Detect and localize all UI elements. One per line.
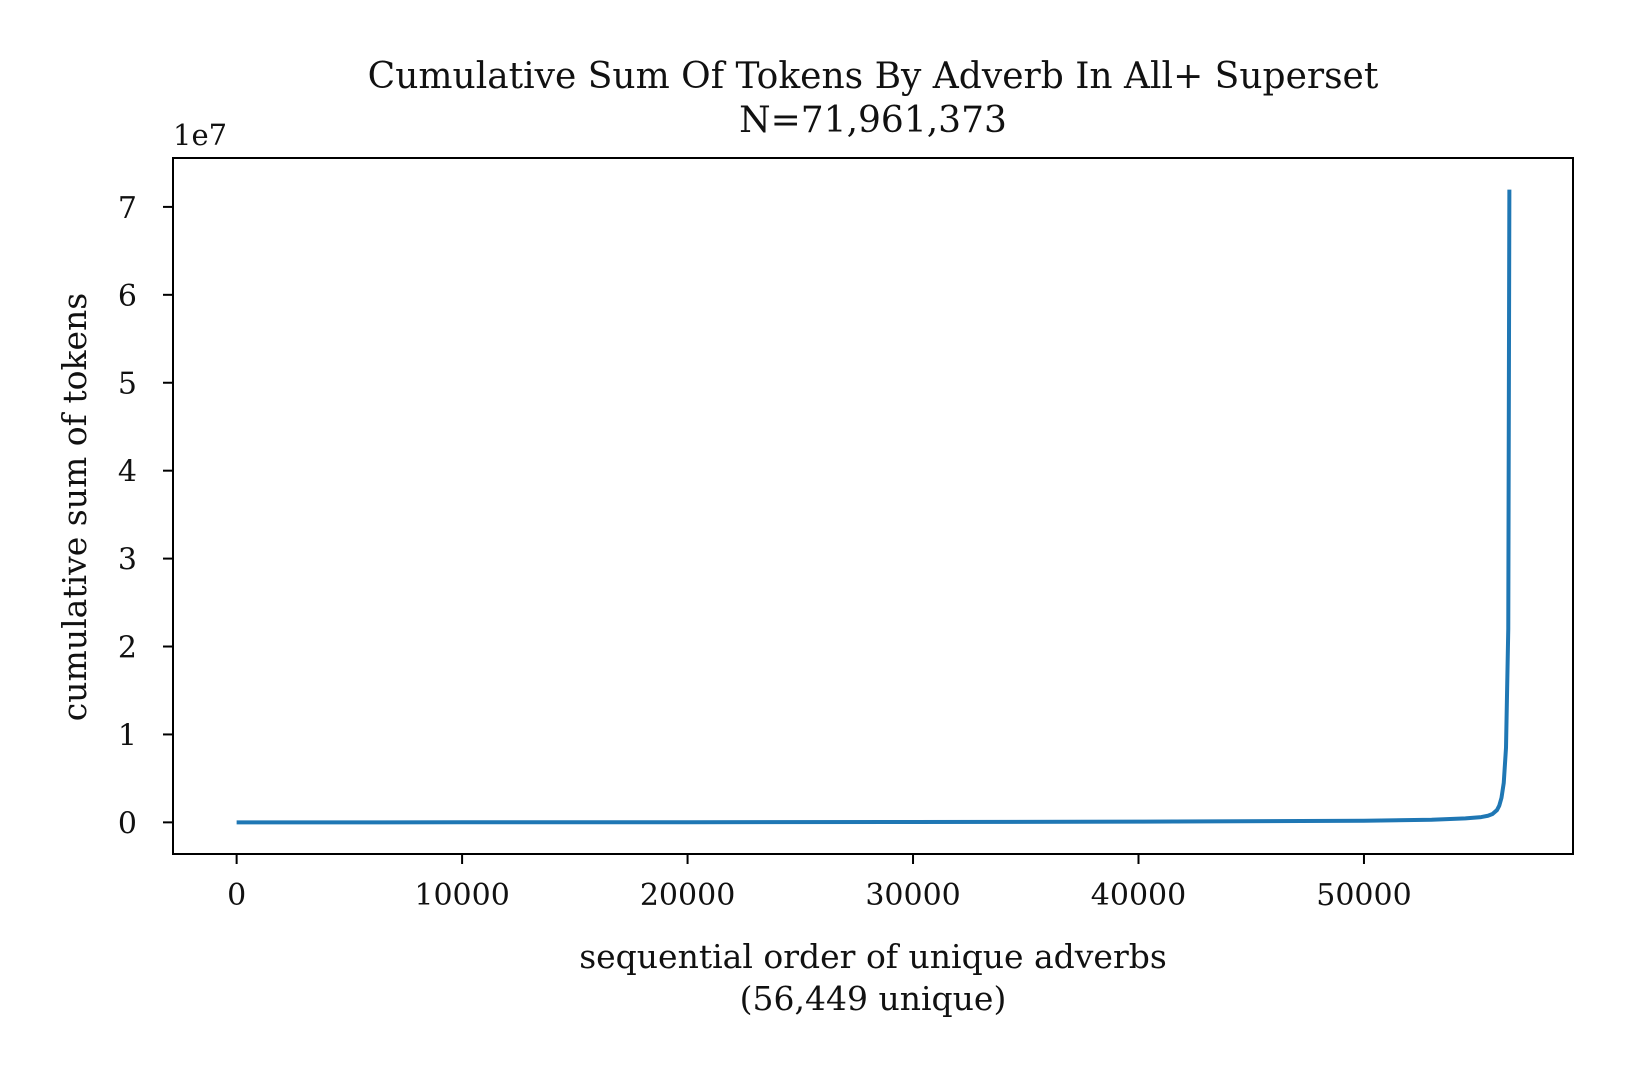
chart-subtitle: N=71,961,373 <box>739 100 1007 141</box>
x-tick-label: 50000 <box>1316 878 1411 913</box>
x-axis-ticks: 0 10000 20000 30000 40000 50000 <box>227 854 1412 913</box>
series-layer <box>236 189 1512 825</box>
y-axis-label: cumulative sum of tokens <box>55 293 94 721</box>
plot-frame <box>172 157 1574 855</box>
x-tick-label: 10000 <box>414 878 509 913</box>
y-tick-label: 1 <box>118 718 137 753</box>
x-axis-label-note: (56,449 unique) <box>740 979 1007 1018</box>
chart-title: Cumulative Sum Of Tokens By Adverb In Al… <box>368 56 1379 97</box>
y-tick-label: 0 <box>118 806 137 841</box>
x-tick-label: 40000 <box>1091 878 1186 913</box>
y-tick-label: 4 <box>118 455 137 490</box>
y-tick-label: 5 <box>118 367 137 402</box>
y-axis-offset-label: 1e7 <box>173 118 227 152</box>
series-line <box>236 189 1512 825</box>
y-tick-label: 7 <box>118 191 137 226</box>
y-tick-label: 2 <box>118 631 137 666</box>
x-tick-label: 30000 <box>865 878 960 913</box>
x-tick-label: 20000 <box>640 878 735 913</box>
x-axis-label: sequential order of unique adverbs <box>579 937 1167 976</box>
x-tick-label: 0 <box>227 878 246 913</box>
y-tick-label: 6 <box>118 279 137 314</box>
y-tick-label: 3 <box>118 543 137 578</box>
y-axis-ticks: 0 1 2 3 4 5 6 7 <box>118 191 173 841</box>
